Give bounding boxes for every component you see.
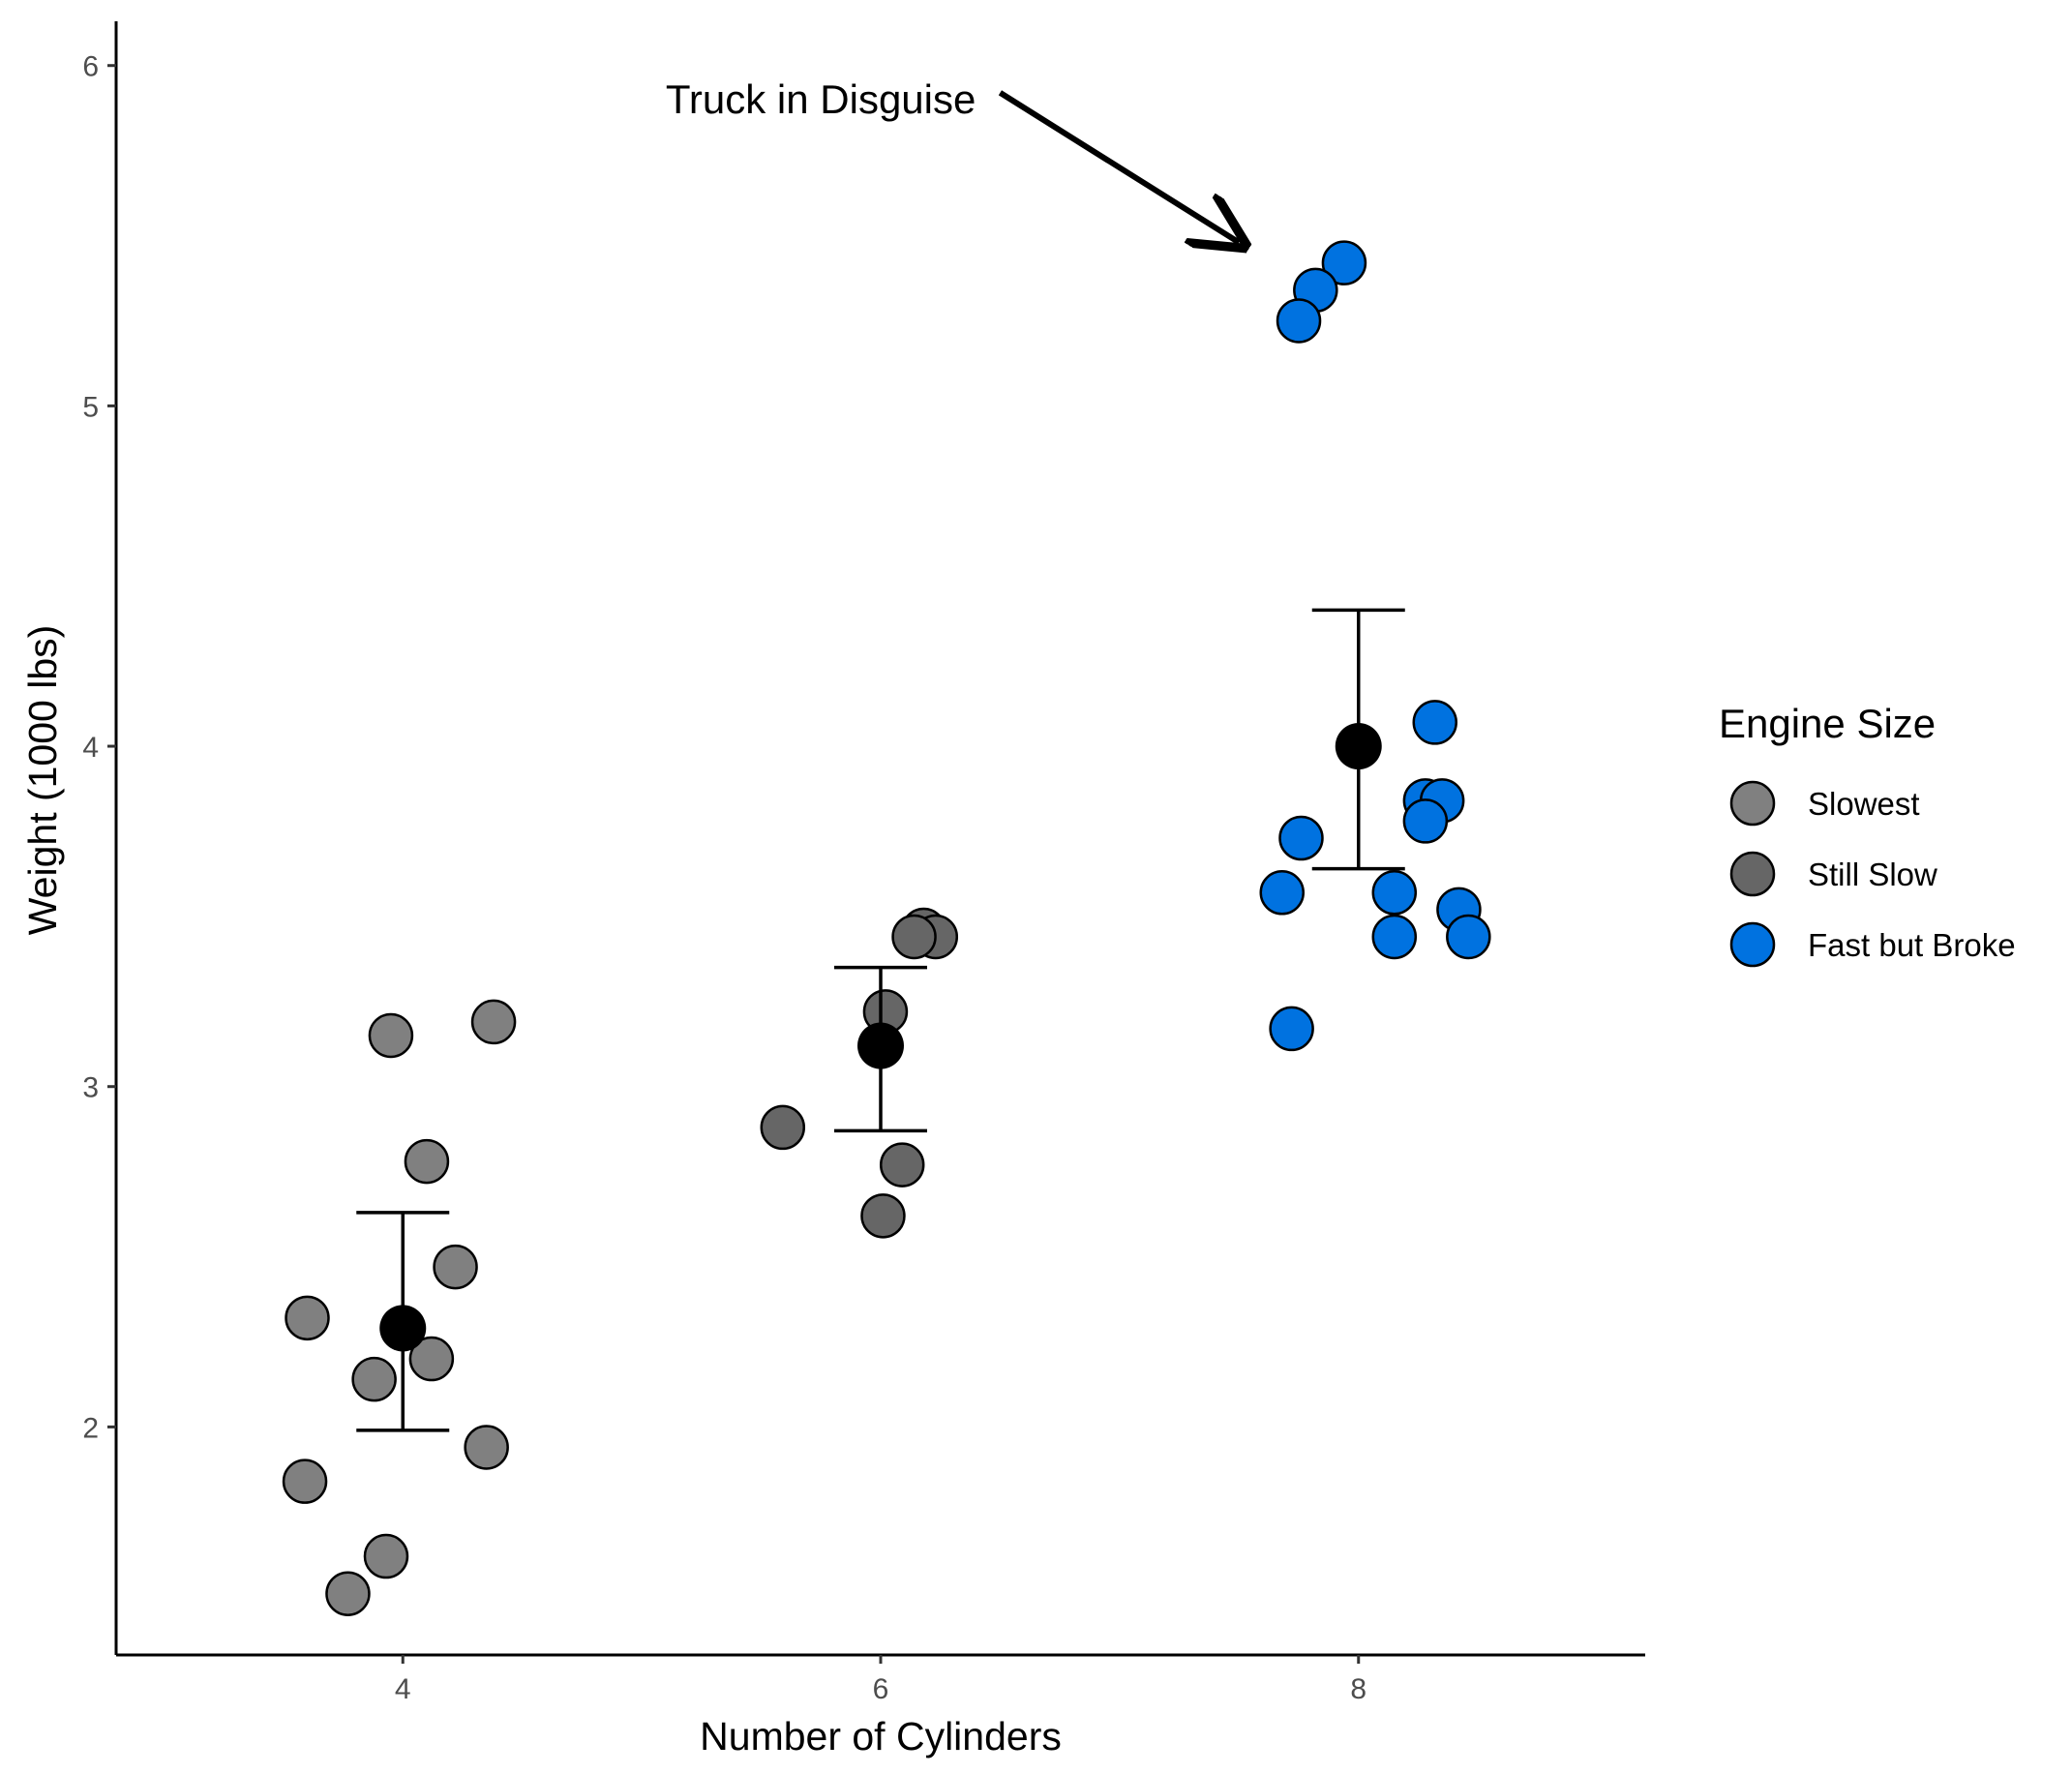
data-point bbox=[351, 1356, 397, 1402]
y-tick-label: 4 bbox=[82, 732, 99, 764]
annotation-layer: Truck in Disguise bbox=[666, 76, 1240, 243]
annotation-text: Truck in Disguise bbox=[666, 76, 976, 122]
legend-title: Engine Size bbox=[1719, 701, 1936, 746]
mean-point bbox=[1335, 723, 1382, 770]
data-point bbox=[1259, 870, 1305, 916]
data-point bbox=[368, 1012, 414, 1059]
x-tick-label: 6 bbox=[873, 1673, 889, 1705]
plot-marks bbox=[282, 240, 1491, 1616]
x-tick-label: 8 bbox=[1350, 1673, 1366, 1705]
data-point bbox=[1321, 240, 1367, 286]
y-tick-label: 6 bbox=[82, 51, 99, 83]
data-point bbox=[879, 1142, 925, 1188]
y-tick-label: 5 bbox=[82, 391, 99, 423]
data-point bbox=[1276, 298, 1322, 344]
data-point bbox=[433, 1244, 478, 1290]
data-point bbox=[464, 1425, 509, 1470]
legend-label: Still Slow bbox=[1808, 857, 1937, 892]
y-tick-label: 2 bbox=[82, 1412, 99, 1444]
data-point bbox=[1371, 870, 1418, 916]
y-axis-title: Weight (1000 lbs) bbox=[20, 625, 65, 936]
legend-label: Fast but Broke bbox=[1808, 927, 2016, 963]
data-point bbox=[1402, 798, 1449, 844]
data-point bbox=[282, 1458, 328, 1504]
data-point bbox=[1269, 1006, 1314, 1052]
data-point bbox=[1278, 815, 1324, 861]
mean-point bbox=[379, 1305, 427, 1352]
legend-key bbox=[1729, 780, 1776, 827]
x-tick-label: 4 bbox=[395, 1673, 411, 1705]
legend-key bbox=[1729, 921, 1776, 968]
data-point bbox=[363, 1533, 409, 1579]
data-point bbox=[285, 1295, 330, 1341]
mean-point bbox=[857, 1022, 904, 1069]
legend-key bbox=[1729, 851, 1776, 897]
axes: 2 3 4 5 6 4 6 8 Number of Cylinders Weight (1000 … bbox=[20, 21, 1645, 1759]
data-point bbox=[891, 914, 937, 960]
legend: Engine Size Slowest Still Slow Fast but Bro… bbox=[1719, 701, 2016, 968]
data-point bbox=[325, 1571, 371, 1616]
x-axis-title: Number of Cylinders bbox=[700, 1714, 1062, 1759]
legend-label: Slowest bbox=[1808, 786, 1920, 822]
data-point bbox=[1446, 914, 1491, 960]
summary-marks bbox=[356, 608, 1405, 1432]
data-point bbox=[470, 999, 517, 1045]
annotation-arrow bbox=[998, 90, 1239, 243]
data-point bbox=[760, 1104, 806, 1151]
data-point bbox=[1412, 700, 1457, 745]
data-point bbox=[404, 1138, 450, 1185]
data-point bbox=[1371, 914, 1418, 960]
data-point bbox=[860, 1193, 906, 1239]
y-tick-label: 3 bbox=[82, 1072, 99, 1104]
data-point bbox=[408, 1336, 455, 1382]
